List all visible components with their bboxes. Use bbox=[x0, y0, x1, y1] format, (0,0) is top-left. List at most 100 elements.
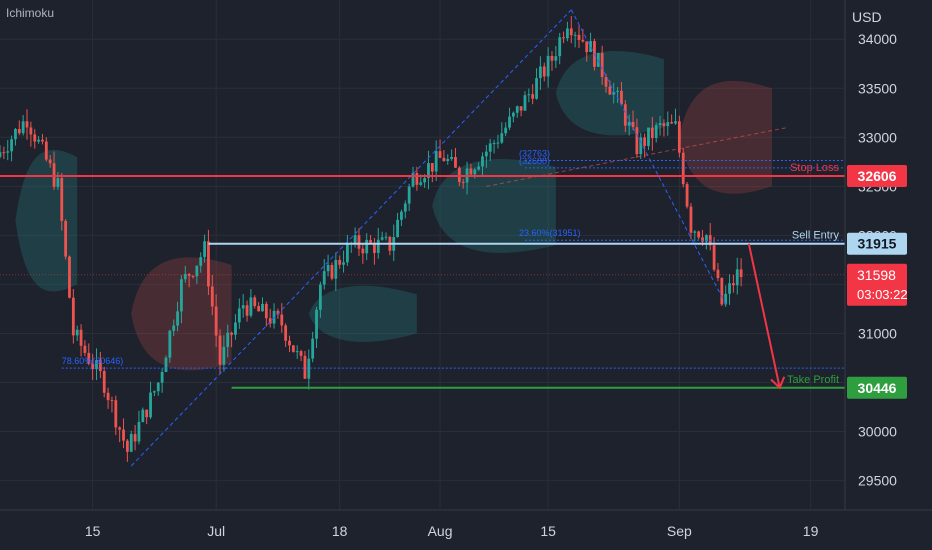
candle-body bbox=[203, 241, 206, 258]
candle-body bbox=[118, 427, 122, 430]
candle-body bbox=[280, 314, 284, 326]
candle-body bbox=[527, 94, 531, 96]
candle-body bbox=[662, 123, 666, 127]
candle-body bbox=[264, 303, 268, 319]
candle-body bbox=[531, 94, 535, 99]
candle-body bbox=[288, 340, 291, 346]
candle-body bbox=[268, 318, 272, 324]
candle-body bbox=[484, 151, 488, 157]
candle-body bbox=[33, 134, 37, 142]
candle-body bbox=[191, 276, 195, 278]
candle-body bbox=[334, 259, 338, 279]
arrow-shaft bbox=[747, 243, 781, 389]
candle-body bbox=[627, 121, 631, 126]
grid bbox=[0, 0, 845, 510]
candle-body bbox=[654, 125, 658, 139]
x-tick-label: 18 bbox=[332, 523, 348, 539]
cloud-bearish bbox=[679, 80, 772, 194]
candle-body bbox=[550, 55, 554, 61]
candle-body bbox=[720, 278, 724, 305]
take-profit-label: Take Profit bbox=[787, 374, 839, 386]
candle-body bbox=[407, 186, 411, 204]
candle-body bbox=[241, 305, 245, 309]
candle-body bbox=[612, 91, 616, 95]
candle-body bbox=[450, 157, 454, 160]
indicator-label: Ichimoku bbox=[6, 6, 55, 20]
candle-body bbox=[222, 346, 226, 365]
candle-body bbox=[311, 338, 315, 359]
candle-body bbox=[681, 152, 685, 185]
candle-body bbox=[562, 37, 565, 39]
candle-body bbox=[535, 78, 538, 99]
candle-body bbox=[253, 297, 257, 307]
candle-body bbox=[299, 351, 303, 356]
candle-body bbox=[643, 137, 647, 146]
candles bbox=[0, 15, 743, 462]
candle-body bbox=[369, 239, 372, 243]
candle-body bbox=[457, 167, 461, 183]
candle-body bbox=[245, 305, 249, 316]
candle-body bbox=[276, 310, 280, 315]
candle-body bbox=[160, 371, 164, 383]
candle-body bbox=[71, 297, 75, 336]
candle-body bbox=[697, 231, 701, 238]
candle-body bbox=[106, 392, 110, 401]
projection-arrow[interactable] bbox=[747, 243, 786, 390]
candle-body bbox=[322, 271, 326, 285]
time-axis[interactable]: 15 Jul 18 Aug 15 Sep 19 bbox=[0, 509, 932, 550]
candle-body bbox=[639, 137, 643, 155]
take-profit-price-tag-bg bbox=[847, 376, 907, 399]
time-axis-bg bbox=[0, 510, 932, 550]
candle-body bbox=[454, 157, 457, 168]
candle-body bbox=[87, 352, 91, 364]
candle-body bbox=[693, 231, 697, 233]
candle-body bbox=[361, 248, 365, 254]
candle-body bbox=[542, 66, 546, 77]
candle-body bbox=[573, 34, 577, 36]
candle-body bbox=[98, 360, 102, 372]
trendline[interactable] bbox=[570, 9, 727, 305]
candle-body bbox=[41, 139, 44, 142]
current-price-tag: 31598 03:03:22 bbox=[847, 263, 908, 306]
x-tick-label: 15 bbox=[540, 523, 556, 539]
candle-body bbox=[226, 332, 230, 347]
candle-body bbox=[261, 303, 264, 312]
candle-body bbox=[14, 129, 17, 140]
candle-body bbox=[631, 121, 635, 128]
candle-body bbox=[376, 239, 380, 253]
candle-body bbox=[473, 169, 477, 175]
price-axis[interactable]: USD2950030000305003100031500320003250033… bbox=[844, 0, 932, 550]
candle-body bbox=[172, 325, 176, 331]
y-tick-label: 30000 bbox=[858, 424, 897, 440]
candle-body bbox=[357, 235, 361, 249]
candle-body bbox=[674, 121, 677, 124]
candle-body bbox=[249, 297, 253, 316]
candle-body bbox=[129, 434, 133, 452]
candle-body bbox=[183, 274, 187, 280]
fib-label: 78.60%(30646) bbox=[62, 356, 124, 366]
candle-body bbox=[539, 66, 542, 79]
candle-body bbox=[492, 142, 496, 144]
candle-body bbox=[677, 121, 681, 153]
y-tick-label: 31000 bbox=[858, 325, 897, 341]
candle-body bbox=[384, 236, 388, 238]
y-tick-label: 34000 bbox=[858, 31, 897, 47]
candle-body bbox=[2, 152, 6, 154]
candle-body bbox=[237, 308, 241, 323]
candle-body bbox=[558, 37, 562, 57]
candle-body bbox=[689, 206, 693, 233]
candle-body bbox=[569, 28, 573, 36]
candle-body bbox=[434, 151, 438, 172]
stop-loss-price-tag-text: 32606 bbox=[858, 168, 897, 184]
sell-entry-price-tag-text: 31915 bbox=[858, 236, 897, 252]
trendline[interactable] bbox=[130, 9, 572, 467]
y-tick-label: 33000 bbox=[858, 129, 897, 145]
candle-body bbox=[650, 127, 654, 139]
candle-body bbox=[523, 95, 527, 111]
candle-body bbox=[68, 256, 71, 298]
candle-body bbox=[291, 345, 295, 352]
candle-body bbox=[122, 429, 125, 441]
fib-label: 23.60%(31951) bbox=[519, 228, 581, 238]
fib-levels: 78.60%(30646) 23.60%(31951) (32763)(32688) bbox=[61, 149, 845, 369]
